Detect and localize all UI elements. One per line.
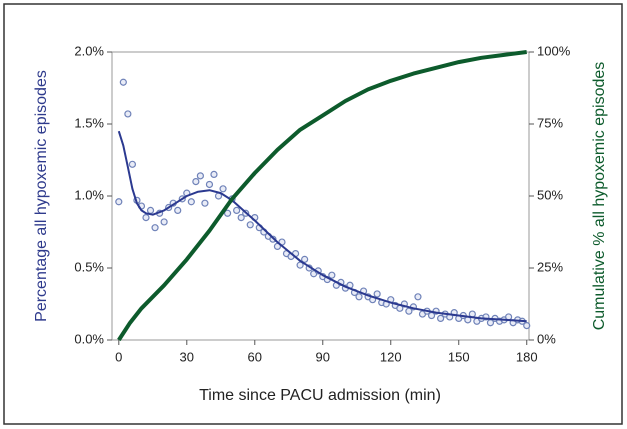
y2-tick-label: 25%	[537, 259, 563, 274]
scatter-point	[328, 271, 336, 279]
y-tick-label: 0.0%	[74, 331, 104, 346]
scatter-point	[146, 206, 155, 214]
y-tick-label: 0.5%	[74, 259, 104, 274]
scatter-point	[151, 224, 159, 232]
x-tick-label: 150	[448, 349, 470, 364]
scatter-point	[210, 170, 218, 178]
scatter-point	[437, 314, 445, 322]
scatter-point	[355, 293, 363, 301]
y2-tick-label: 50%	[537, 187, 563, 202]
scatter-point	[405, 307, 413, 315]
scatter-point	[192, 178, 200, 186]
scatter-point	[301, 255, 309, 263]
scatter-point	[223, 209, 232, 217]
x-tick-label: 30	[180, 349, 194, 364]
scatter-point	[414, 293, 422, 301]
scatter-point	[174, 206, 182, 214]
x-tick-label: 0	[115, 349, 122, 364]
scatter-point	[142, 214, 150, 222]
scatter-point	[187, 198, 195, 206]
scatter-point	[296, 261, 304, 269]
scatter-point	[115, 198, 123, 206]
scatter-point	[237, 214, 245, 222]
y2-tick-label: 0%	[537, 331, 556, 346]
y-tick-label: 1.0%	[74, 187, 104, 202]
y2-tick-label: 100%	[537, 43, 571, 58]
scatter-point	[124, 110, 132, 118]
scatter-point	[219, 185, 227, 193]
scatter-point	[196, 172, 204, 180]
scatter-point	[523, 322, 531, 330]
y2-axis-label: Cumulative % all hypoxemic episodes	[591, 62, 608, 331]
x-axis-label: Time since PACU admission (min)	[199, 387, 441, 404]
scatter-point	[201, 199, 209, 207]
y-axis-label: Percentage all hypoxemic episodes	[33, 70, 50, 322]
plot-area	[111, 51, 530, 341]
x-tick-label: 120	[380, 349, 402, 364]
scatter-point	[119, 78, 127, 86]
scatter-point	[160, 218, 168, 226]
frame	[3, 3, 623, 425]
y2-tick-label: 75%	[537, 115, 563, 130]
scatter-point	[373, 290, 381, 298]
scatter-point	[233, 206, 241, 214]
x-tick-label: 180	[516, 349, 538, 364]
scatter-point	[128, 160, 136, 168]
line	[117, 50, 527, 342]
scatter-point	[246, 221, 254, 229]
scatter-point	[205, 180, 214, 189]
y-tick-label: 1.5%	[74, 115, 104, 130]
y-tick-label: 2.0%	[74, 43, 104, 58]
x-tick-label: 60	[248, 349, 262, 364]
x-tick-label: 90	[316, 349, 330, 364]
